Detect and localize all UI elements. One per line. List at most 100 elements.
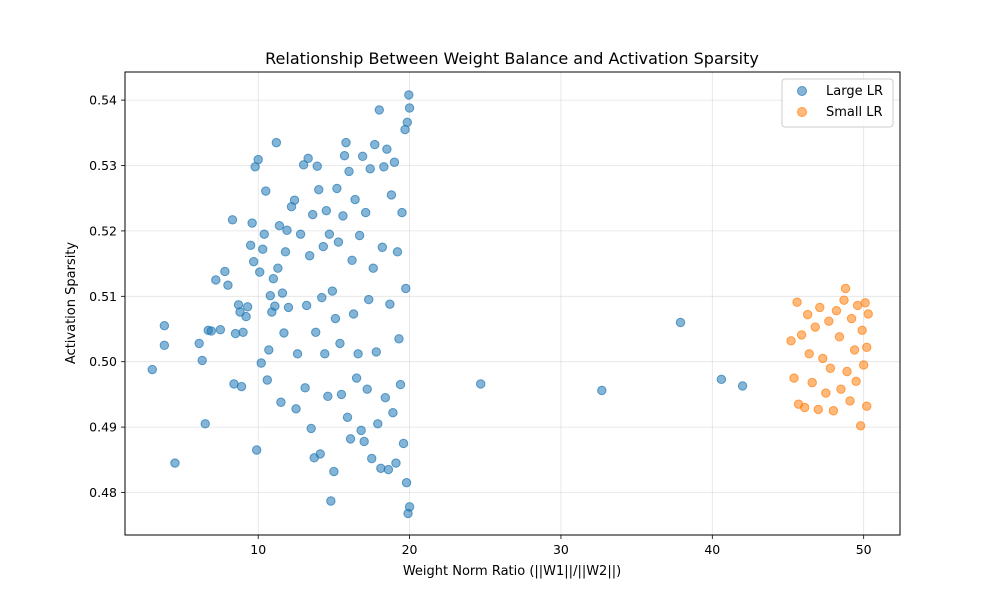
data-point — [675, 317, 686, 328]
data-point — [851, 376, 861, 387]
data-point — [306, 423, 316, 434]
data-point — [315, 449, 325, 459]
data-point — [341, 137, 351, 148]
data-point — [283, 302, 294, 313]
data-point — [236, 381, 247, 392]
x-tick-label: 40 — [704, 542, 720, 557]
data-point — [329, 466, 339, 477]
data-point — [268, 273, 279, 284]
data-point — [391, 458, 401, 468]
data-point — [597, 385, 607, 396]
data-point — [342, 412, 353, 422]
data-point — [282, 225, 292, 235]
data-point — [857, 325, 867, 336]
data-point — [476, 379, 486, 389]
data-point — [230, 328, 241, 339]
legend: Large LR Small LR — [781, 78, 894, 128]
data-point — [308, 209, 318, 220]
data-point — [200, 419, 210, 429]
data-point — [159, 321, 170, 331]
data-point — [353, 349, 363, 359]
data-point — [345, 434, 356, 444]
data-point — [301, 300, 312, 311]
data-point — [383, 464, 394, 475]
data-point — [291, 404, 301, 414]
data-point — [314, 185, 324, 195]
data-point — [404, 90, 414, 100]
data-point — [815, 302, 825, 313]
data-point — [271, 137, 282, 148]
data-point — [860, 298, 870, 308]
data-point — [839, 295, 849, 305]
data-point — [242, 302, 253, 312]
data-point — [401, 283, 411, 294]
data-point — [397, 207, 407, 218]
data-point — [807, 377, 817, 388]
legend-label-small-lr: Small LR — [826, 105, 883, 120]
data-point — [259, 229, 269, 239]
data-point — [836, 384, 846, 394]
grid-lines — [125, 72, 900, 535]
data-point — [339, 151, 350, 161]
y-tick-label: 0.53 — [89, 158, 117, 173]
data-point — [401, 477, 412, 488]
data-point — [364, 294, 374, 305]
data-point — [796, 330, 807, 340]
plot-frame — [124, 71, 901, 536]
data-point — [362, 384, 372, 394]
data-point — [348, 309, 359, 319]
data-point — [380, 392, 391, 403]
data-point — [227, 215, 238, 225]
data-point — [253, 154, 263, 165]
data-point — [849, 345, 860, 355]
chart-title: Relationship Between Weight Balance and … — [265, 49, 759, 68]
data-point — [298, 160, 309, 170]
data-point — [382, 144, 392, 154]
data-point — [392, 247, 403, 257]
data-point — [330, 313, 341, 324]
data-point — [821, 388, 831, 398]
data-point — [404, 502, 415, 512]
data-point — [799, 402, 810, 413]
data-point — [402, 117, 412, 128]
data-point — [251, 445, 262, 455]
data-point — [367, 453, 377, 464]
data-point — [336, 389, 347, 400]
y-tick-label: 0.51 — [89, 289, 117, 304]
data-point — [264, 345, 274, 355]
data-point — [834, 332, 845, 342]
data-point — [292, 349, 303, 359]
data-point — [810, 322, 820, 332]
data-point — [818, 353, 828, 364]
data-point — [273, 263, 283, 273]
legend-marker-small-lr — [797, 107, 807, 117]
data-point — [789, 373, 799, 383]
data-point — [261, 186, 271, 196]
x-tick-label: 10 — [250, 542, 266, 557]
data-point — [368, 263, 378, 273]
data-point — [311, 327, 321, 337]
data-point — [360, 207, 371, 218]
y-tick-label: 0.54 — [89, 93, 117, 108]
data-point — [804, 349, 814, 359]
data-point — [321, 205, 332, 216]
data-point — [354, 230, 365, 241]
data-point — [276, 397, 286, 407]
y-axis: 0.48 0.49 0.50 0.51 0.52 0.53 0.54 — [89, 93, 125, 500]
data-point — [862, 342, 872, 353]
data-point — [802, 309, 813, 320]
data-point — [274, 220, 285, 231]
data-point — [159, 340, 170, 351]
data-point — [373, 419, 383, 429]
data-point — [347, 255, 357, 266]
data-point — [317, 292, 327, 303]
data-point — [374, 105, 384, 115]
data-point — [831, 305, 842, 316]
data-point — [220, 266, 230, 277]
y-axis-label: Activation Sparsity — [64, 242, 79, 365]
data-point — [389, 157, 400, 167]
data-point — [300, 383, 310, 393]
x-axis-label: Weight Norm Ratio (||W1||/||W2||) — [403, 564, 621, 579]
data-point — [277, 288, 288, 298]
